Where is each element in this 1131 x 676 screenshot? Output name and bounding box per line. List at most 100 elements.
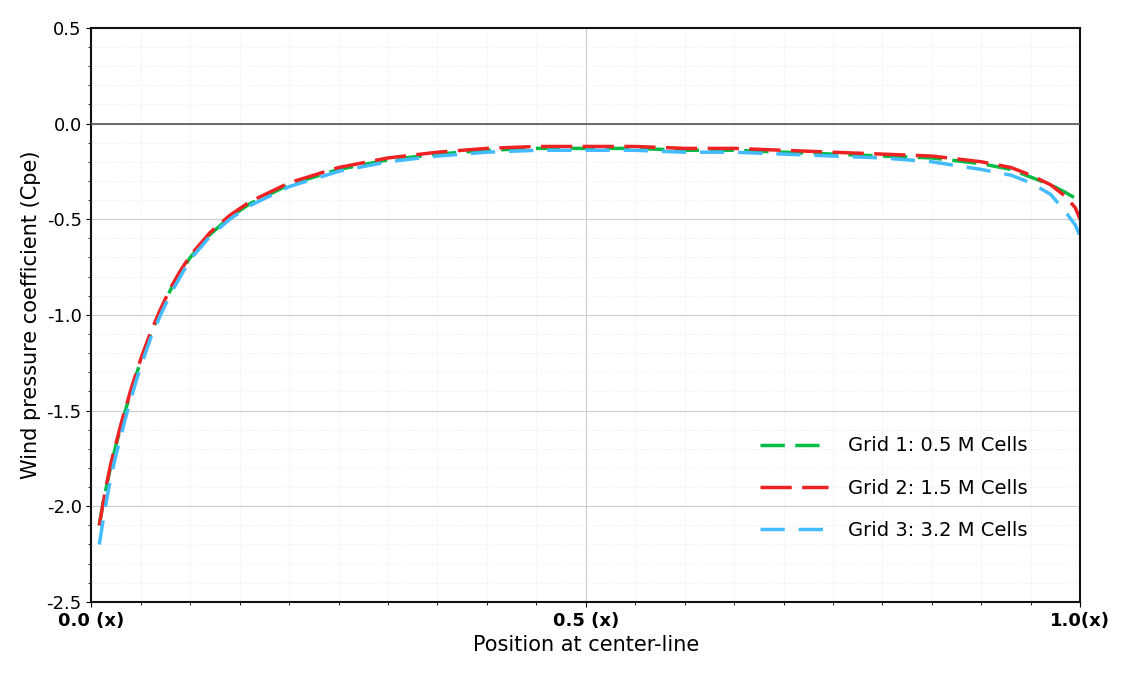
- Grid 2: 1.5 M Cells: (0.45, -0.12): 1.5 M Cells: (0.45, -0.12): [529, 143, 543, 151]
- Grid 2: 1.5 M Cells: (0.95, -0.27): 1.5 M Cells: (0.95, -0.27): [1024, 171, 1037, 179]
- Grid 3: 3.2 M Cells: (0.016, -1.95): 3.2 M Cells: (0.016, -1.95): [101, 493, 114, 501]
- Grid 3: 3.2 M Cells: (0.65, -0.15): 3.2 M Cells: (0.65, -0.15): [727, 148, 741, 156]
- Grid 3: 3.2 M Cells: (1, -0.59): 3.2 M Cells: (1, -0.59): [1073, 233, 1087, 241]
- Grid 1: 0.5 M Cells: (0.008, -2.1): 0.5 M Cells: (0.008, -2.1): [93, 521, 106, 529]
- Grid 3: 3.2 M Cells: (0.1, -0.71): 3.2 M Cells: (0.1, -0.71): [183, 256, 197, 264]
- Grid 1: 0.5 M Cells: (0.9, -0.21): 0.5 M Cells: (0.9, -0.21): [975, 160, 988, 168]
- Grid 2: 1.5 M Cells: (0.995, -0.44): 1.5 M Cells: (0.995, -0.44): [1069, 203, 1082, 212]
- Grid 2: 1.5 M Cells: (0.97, -0.32): 1.5 M Cells: (0.97, -0.32): [1044, 180, 1057, 189]
- Grid 2: 1.5 M Cells: (0.12, -0.57): 1.5 M Cells: (0.12, -0.57): [204, 228, 217, 237]
- Grid 1: 0.5 M Cells: (0.12, -0.58): 0.5 M Cells: (0.12, -0.58): [204, 231, 217, 239]
- Grid 2: 1.5 M Cells: (0.4, -0.13): 1.5 M Cells: (0.4, -0.13): [480, 145, 493, 153]
- Grid 3: 3.2 M Cells: (0.008, -2.2): 3.2 M Cells: (0.008, -2.2): [93, 540, 106, 548]
- Grid 2: 1.5 M Cells: (0.5, -0.12): 1.5 M Cells: (0.5, -0.12): [579, 143, 593, 151]
- Grid 2: 1.5 M Cells: (0.09, -0.77): 1.5 M Cells: (0.09, -0.77): [173, 267, 187, 275]
- Grid 3: 3.2 M Cells: (0.3, -0.2): 3.2 M Cells: (0.3, -0.2): [381, 158, 395, 166]
- Grid 2: 1.5 M Cells: (0.03, -1.57): 1.5 M Cells: (0.03, -1.57): [114, 420, 128, 428]
- Grid 3: 3.2 M Cells: (0.03, -1.63): 3.2 M Cells: (0.03, -1.63): [114, 431, 128, 439]
- Grid 1: 0.5 M Cells: (0.6, -0.14): 0.5 M Cells: (0.6, -0.14): [677, 146, 691, 154]
- Grid 2: 1.5 M Cells: (0.55, -0.12): 1.5 M Cells: (0.55, -0.12): [629, 143, 642, 151]
- Grid 3: 3.2 M Cells: (0.09, -0.8): 3.2 M Cells: (0.09, -0.8): [173, 272, 187, 281]
- Legend: Grid 1: 0.5 M Cells, Grid 2: 1.5 M Cells, Grid 3: 3.2 M Cells: Grid 1: 0.5 M Cells, Grid 2: 1.5 M Cells…: [737, 413, 1051, 564]
- Grid 3: 3.2 M Cells: (0.12, -0.59): 3.2 M Cells: (0.12, -0.59): [204, 233, 217, 241]
- Grid 1: 0.5 M Cells: (0.045, -1.32): 0.5 M Cells: (0.045, -1.32): [129, 372, 143, 380]
- Grid 2: 1.5 M Cells: (0.6, -0.13): 1.5 M Cells: (0.6, -0.13): [677, 145, 691, 153]
- Grid 1: 0.5 M Cells: (0.14, -0.49): 0.5 M Cells: (0.14, -0.49): [223, 213, 236, 221]
- Grid 1: 0.5 M Cells: (0.09, -0.78): 0.5 M Cells: (0.09, -0.78): [173, 268, 187, 276]
- Grid 2: 1.5 M Cells: (0.04, -1.39): 1.5 M Cells: (0.04, -1.39): [124, 385, 138, 393]
- Grid 1: 0.5 M Cells: (0.5, -0.13): 0.5 M Cells: (0.5, -0.13): [579, 145, 593, 153]
- Grid 1: 0.5 M Cells: (0.25, -0.24): 0.5 M Cells: (0.25, -0.24): [331, 166, 345, 174]
- Grid 2: 1.5 M Cells: (0.3, -0.18): 1.5 M Cells: (0.3, -0.18): [381, 154, 395, 162]
- Grid 1: 0.5 M Cells: (0.025, -1.68): 0.5 M Cells: (0.025, -1.68): [110, 441, 123, 449]
- Grid 3: 3.2 M Cells: (0.035, -1.53): 3.2 M Cells: (0.035, -1.53): [119, 412, 132, 420]
- Grid 1: 0.5 M Cells: (0.8, -0.17): 0.5 M Cells: (0.8, -0.17): [875, 152, 889, 160]
- Grid 1: 0.5 M Cells: (0.06, -1.1): 0.5 M Cells: (0.06, -1.1): [144, 330, 157, 338]
- Grid 1: 0.5 M Cells: (0.2, -0.32): 0.5 M Cells: (0.2, -0.32): [283, 180, 296, 189]
- Grid 3: 3.2 M Cells: (0.985, -0.46): 3.2 M Cells: (0.985, -0.46): [1059, 208, 1072, 216]
- Grid 1: 0.5 M Cells: (0.95, -0.28): 0.5 M Cells: (0.95, -0.28): [1024, 173, 1037, 181]
- Grid 3: 3.2 M Cells: (0.97, -0.37): 3.2 M Cells: (0.97, -0.37): [1044, 190, 1057, 198]
- Grid 3: 3.2 M Cells: (0.02, -1.84): 3.2 M Cells: (0.02, -1.84): [104, 472, 118, 480]
- Grid 3: 3.2 M Cells: (0.14, -0.5): 3.2 M Cells: (0.14, -0.5): [223, 215, 236, 223]
- Line: Grid 3: 3.2 M Cells: Grid 3: 3.2 M Cells: [100, 150, 1080, 544]
- Grid 1: 0.5 M Cells: (0.995, -0.39): 0.5 M Cells: (0.995, -0.39): [1069, 194, 1082, 202]
- Grid 1: 0.5 M Cells: (0.03, -1.58): 0.5 M Cells: (0.03, -1.58): [114, 422, 128, 430]
- Grid 2: 1.5 M Cells: (1, -0.5): 1.5 M Cells: (1, -0.5): [1073, 215, 1087, 223]
- Grid 3: 3.2 M Cells: (0.06, -1.12): 3.2 M Cells: (0.06, -1.12): [144, 334, 157, 342]
- Grid 1: 0.5 M Cells: (0.016, -1.88): 0.5 M Cells: (0.016, -1.88): [101, 479, 114, 487]
- X-axis label: Position at center-line: Position at center-line: [473, 635, 699, 655]
- Grid 2: 1.5 M Cells: (0.65, -0.13): 1.5 M Cells: (0.65, -0.13): [727, 145, 741, 153]
- Grid 2: 1.5 M Cells: (0.16, -0.41): 1.5 M Cells: (0.16, -0.41): [243, 198, 257, 206]
- Grid 2: 1.5 M Cells: (0.2, -0.31): 1.5 M Cells: (0.2, -0.31): [283, 178, 296, 187]
- Grid 1: 0.5 M Cells: (0.985, -0.36): 0.5 M Cells: (0.985, -0.36): [1059, 189, 1072, 197]
- Grid 1: 0.5 M Cells: (0.08, -0.87): 0.5 M Cells: (0.08, -0.87): [164, 286, 178, 294]
- Grid 1: 0.5 M Cells: (0.75, -0.16): 0.5 M Cells: (0.75, -0.16): [826, 150, 839, 158]
- Grid 3: 3.2 M Cells: (0.07, -1): 3.2 M Cells: (0.07, -1): [154, 311, 167, 319]
- Grid 3: 3.2 M Cells: (0.5, -0.14): 3.2 M Cells: (0.5, -0.14): [579, 146, 593, 154]
- Grid 2: 1.5 M Cells: (0.25, -0.23): 1.5 M Cells: (0.25, -0.23): [331, 164, 345, 172]
- Grid 1: 0.5 M Cells: (0.7, -0.15): 0.5 M Cells: (0.7, -0.15): [777, 148, 791, 156]
- Grid 1: 0.5 M Cells: (1, -0.41): 0.5 M Cells: (1, -0.41): [1073, 198, 1087, 206]
- Grid 3: 3.2 M Cells: (0.45, -0.14): 3.2 M Cells: (0.45, -0.14): [529, 146, 543, 154]
- Y-axis label: Wind pressure coefficient (Cpe): Wind pressure coefficient (Cpe): [20, 151, 41, 479]
- Grid 2: 1.5 M Cells: (0.985, -0.38): 1.5 M Cells: (0.985, -0.38): [1059, 192, 1072, 200]
- Grid 2: 1.5 M Cells: (0.05, -1.23): 1.5 M Cells: (0.05, -1.23): [133, 355, 147, 363]
- Grid 1: 0.5 M Cells: (0.45, -0.13): 0.5 M Cells: (0.45, -0.13): [529, 145, 543, 153]
- Grid 3: 3.2 M Cells: (0.04, -1.44): 3.2 M Cells: (0.04, -1.44): [124, 395, 138, 403]
- Grid 3: 3.2 M Cells: (0.025, -1.73): 3.2 M Cells: (0.025, -1.73): [110, 450, 123, 458]
- Grid 2: 1.5 M Cells: (0.012, -1.98): 1.5 M Cells: (0.012, -1.98): [96, 498, 110, 506]
- Grid 2: 1.5 M Cells: (0.1, -0.69): 1.5 M Cells: (0.1, -0.69): [183, 251, 197, 260]
- Grid 3: 3.2 M Cells: (0.08, -0.89): 3.2 M Cells: (0.08, -0.89): [164, 290, 178, 298]
- Grid 1: 0.5 M Cells: (0.55, -0.13): 0.5 M Cells: (0.55, -0.13): [629, 145, 642, 153]
- Grid 3: 3.2 M Cells: (0.95, -0.31): 3.2 M Cells: (0.95, -0.31): [1024, 178, 1037, 187]
- Grid 1: 0.5 M Cells: (0.012, -1.98): 0.5 M Cells: (0.012, -1.98): [96, 498, 110, 506]
- Grid 1: 0.5 M Cells: (0.97, -0.32): 0.5 M Cells: (0.97, -0.32): [1044, 180, 1057, 189]
- Grid 1: 0.5 M Cells: (0.035, -1.49): 0.5 M Cells: (0.035, -1.49): [119, 404, 132, 412]
- Grid 1: 0.5 M Cells: (0.07, -0.98): 0.5 M Cells: (0.07, -0.98): [154, 307, 167, 315]
- Grid 2: 1.5 M Cells: (0.35, -0.15): 1.5 M Cells: (0.35, -0.15): [431, 148, 444, 156]
- Line: Grid 2: 1.5 M Cells: Grid 2: 1.5 M Cells: [100, 147, 1080, 525]
- Grid 1: 0.5 M Cells: (0.04, -1.4): 0.5 M Cells: (0.04, -1.4): [124, 387, 138, 395]
- Grid 3: 3.2 M Cells: (0.05, -1.27): 3.2 M Cells: (0.05, -1.27): [133, 362, 147, 370]
- Grid 3: 3.2 M Cells: (0.85, -0.2): 3.2 M Cells: (0.85, -0.2): [925, 158, 939, 166]
- Grid 2: 1.5 M Cells: (0.9, -0.2): 1.5 M Cells: (0.9, -0.2): [975, 158, 988, 166]
- Grid 2: 1.5 M Cells: (0.85, -0.17): 1.5 M Cells: (0.85, -0.17): [925, 152, 939, 160]
- Grid 3: 3.2 M Cells: (0.55, -0.14): 3.2 M Cells: (0.55, -0.14): [629, 146, 642, 154]
- Grid 3: 3.2 M Cells: (0.9, -0.24): 3.2 M Cells: (0.9, -0.24): [975, 166, 988, 174]
- Grid 1: 0.5 M Cells: (0.4, -0.14): 0.5 M Cells: (0.4, -0.14): [480, 146, 493, 154]
- Grid 2: 1.5 M Cells: (0.008, -2.1): 1.5 M Cells: (0.008, -2.1): [93, 521, 106, 529]
- Grid 1: 0.5 M Cells: (0.1, -0.7): 0.5 M Cells: (0.1, -0.7): [183, 254, 197, 262]
- Grid 2: 1.5 M Cells: (0.14, -0.48): 1.5 M Cells: (0.14, -0.48): [223, 212, 236, 220]
- Grid 3: 3.2 M Cells: (0.16, -0.43): 3.2 M Cells: (0.16, -0.43): [243, 201, 257, 210]
- Grid 1: 0.5 M Cells: (0.18, -0.37): 0.5 M Cells: (0.18, -0.37): [262, 190, 276, 198]
- Grid 2: 1.5 M Cells: (0.06, -1.09): 1.5 M Cells: (0.06, -1.09): [144, 328, 157, 336]
- Grid 3: 3.2 M Cells: (0.18, -0.38): 3.2 M Cells: (0.18, -0.38): [262, 192, 276, 200]
- Grid 3: 3.2 M Cells: (0.7, -0.16): 3.2 M Cells: (0.7, -0.16): [777, 150, 791, 158]
- Line: Grid 1: 0.5 M Cells: Grid 1: 0.5 M Cells: [100, 149, 1080, 525]
- Grid 3: 3.2 M Cells: (0.93, -0.27): 3.2 M Cells: (0.93, -0.27): [1004, 171, 1018, 179]
- Grid 2: 1.5 M Cells: (0.035, -1.48): 1.5 M Cells: (0.035, -1.48): [119, 403, 132, 411]
- Grid 3: 3.2 M Cells: (0.75, -0.17): 3.2 M Cells: (0.75, -0.17): [826, 152, 839, 160]
- Grid 2: 1.5 M Cells: (0.18, -0.36): 1.5 M Cells: (0.18, -0.36): [262, 189, 276, 197]
- Grid 3: 3.2 M Cells: (0.995, -0.53): 3.2 M Cells: (0.995, -0.53): [1069, 221, 1082, 229]
